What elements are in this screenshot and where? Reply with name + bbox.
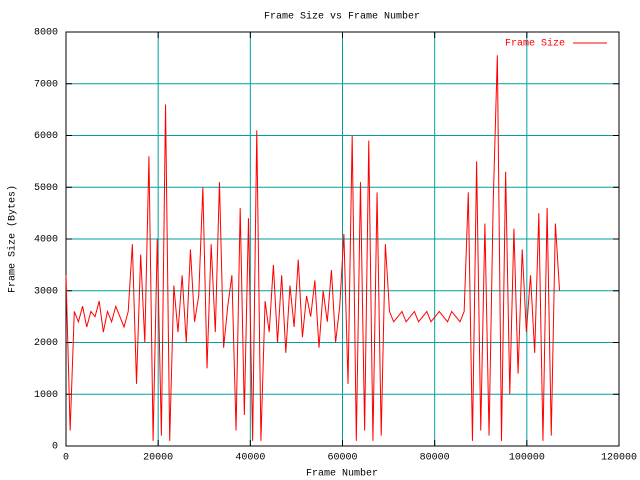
x-tick-label: 60000: [327, 453, 357, 464]
y-tick-label: 2000: [34, 338, 58, 349]
x-tick-label: 80000: [420, 453, 450, 464]
y-tick-label: 5000: [34, 183, 58, 194]
x-tick-label: 20000: [143, 453, 173, 464]
y-tick-label: 8000: [34, 28, 58, 39]
y-tick-label: 3000: [34, 286, 58, 297]
chart-title: Frame Size vs Frame Number: [264, 11, 420, 23]
y-tick-label: 7000: [34, 79, 58, 90]
y-tick-label: 6000: [34, 131, 58, 142]
y-tick-label: 4000: [34, 235, 58, 246]
plot-frame: [65, 31, 620, 447]
x-tick-label: 40000: [235, 453, 265, 464]
y-tick-label: 0: [52, 442, 58, 453]
x-tick-label: 0: [63, 453, 69, 464]
y-tick-label: 1000: [34, 390, 58, 401]
x-axis-label: Frame Number: [306, 468, 378, 480]
x-tick-label: 100000: [509, 453, 545, 464]
legend-label: Frame Size: [505, 38, 565, 50]
data-line: [65, 55, 561, 441]
x-tick-label: 120000: [601, 453, 637, 464]
y-axis-label: Frame Size (Bytes): [7, 185, 19, 293]
